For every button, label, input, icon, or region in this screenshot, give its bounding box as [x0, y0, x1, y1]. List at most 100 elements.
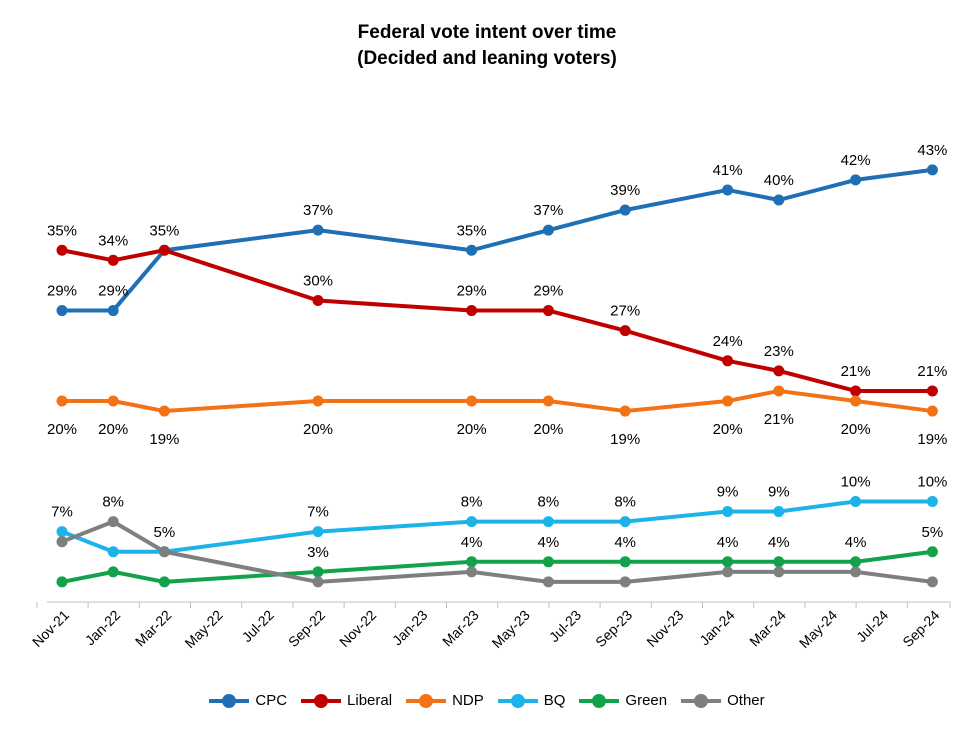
- data-point: [542, 305, 554, 317]
- data-point: [850, 496, 862, 507]
- data-point: [773, 506, 785, 518]
- data-label: 20%: [713, 421, 743, 438]
- series-line: [60, 248, 935, 393]
- series-other: 8%: [56, 494, 938, 588]
- data-label: 9%: [717, 484, 739, 501]
- data-label: 4%: [538, 534, 560, 551]
- legend-label: Liberal: [347, 692, 393, 709]
- legend-item-cpc: CPC: [209, 692, 287, 709]
- legend-marker: [694, 693, 709, 708]
- data-point: [722, 566, 734, 578]
- data-point: [542, 395, 554, 407]
- data-label: 37%: [303, 202, 333, 219]
- data-label: 37%: [533, 202, 563, 219]
- data-point: [56, 536, 68, 548]
- legend-item-other: Other: [681, 692, 765, 709]
- data-point: [619, 325, 631, 337]
- data-point: [158, 576, 170, 588]
- data-label: 4%: [717, 534, 739, 551]
- data-point: [773, 385, 785, 397]
- legend-swatch: [497, 693, 538, 708]
- data-label: 20%: [47, 421, 77, 438]
- data-point: [850, 566, 862, 578]
- legend-marker: [592, 693, 607, 708]
- chart-subtitle: (Decided and leaning voters): [357, 48, 617, 69]
- data-label: 23%: [764, 343, 794, 360]
- series-cpc: 29% 29% 35% 37% 35% 37% 39% 41% 40% 42% 43%: [47, 142, 947, 317]
- data-point: [542, 576, 554, 588]
- data-point: [158, 405, 170, 417]
- data-point: [773, 365, 785, 377]
- data-point: [107, 516, 119, 528]
- data-point: [619, 516, 631, 528]
- data-point: [926, 496, 938, 507]
- data-point: [56, 305, 68, 317]
- data-label: 5%: [154, 524, 176, 541]
- data-point: [312, 576, 324, 588]
- x-tick-label: Jul-23: [546, 607, 584, 645]
- data-point: [850, 395, 862, 407]
- data-label: 27%: [610, 303, 640, 320]
- data-label: 4%: [845, 534, 867, 551]
- x-tick-label: May-24: [796, 607, 840, 651]
- data-label: 10%: [841, 474, 871, 491]
- data-label: 21%: [764, 411, 794, 428]
- x-tick-label: Nov-22: [336, 607, 379, 650]
- data-point: [312, 295, 324, 306]
- data-label: 39%: [610, 182, 640, 199]
- data-point: [926, 546, 938, 558]
- data-point: [619, 576, 631, 588]
- legend-item-liberal: Liberal: [301, 692, 392, 709]
- legend-swatch: [209, 693, 250, 708]
- data-label: 20%: [98, 421, 128, 438]
- data-point: [107, 395, 119, 407]
- data-point: [56, 244, 68, 256]
- legend-marker: [222, 693, 237, 708]
- data-point: [107, 566, 119, 578]
- data-point: [312, 566, 324, 578]
- data-point: [619, 204, 631, 216]
- x-tick-label: Jul-22: [239, 607, 277, 645]
- data-label: 7%: [51, 504, 73, 521]
- data-label: 8%: [538, 494, 560, 511]
- data-label: 29%: [457, 283, 487, 300]
- legend-swatch: [681, 693, 722, 708]
- data-point: [619, 405, 631, 417]
- data-label: 40%: [764, 172, 794, 189]
- data-point: [107, 254, 119, 266]
- data-point: [466, 305, 478, 317]
- data-label: 19%: [917, 431, 947, 448]
- data-label: 35%: [149, 222, 179, 239]
- data-label: 5%: [922, 524, 944, 541]
- data-label: 30%: [303, 273, 333, 290]
- data-point: [722, 556, 734, 568]
- legend-label: BQ: [543, 692, 566, 709]
- data-label: 34%: [98, 232, 128, 249]
- data-point: [773, 566, 785, 578]
- data-point: [722, 395, 734, 407]
- legend-item-bq: BQ: [497, 692, 566, 709]
- legend-marker: [314, 693, 329, 708]
- data-point: [56, 576, 68, 588]
- data-point: [926, 164, 938, 176]
- data-label: 4%: [768, 534, 790, 551]
- data-label: 35%: [457, 222, 487, 239]
- data-point: [56, 526, 68, 538]
- data-label: 20%: [533, 421, 563, 438]
- data-label: 41%: [713, 162, 743, 179]
- data-label: 8%: [102, 494, 124, 511]
- x-tick-label: Sep-22: [285, 607, 328, 650]
- data-label: 20%: [303, 421, 333, 438]
- data-point: [107, 305, 119, 317]
- data-label: 4%: [614, 534, 636, 551]
- data-label: 29%: [98, 283, 128, 300]
- data-point: [466, 556, 478, 568]
- series-liberal: 35% 34% 30% 29% 29% 27% 24% 23% 21% 21%: [47, 222, 947, 397]
- data-point: [542, 516, 554, 528]
- data-label: 43%: [917, 142, 947, 159]
- x-tick-label: May-23: [489, 607, 533, 651]
- legend-item-green: Green: [579, 692, 667, 709]
- data-label: 29%: [533, 283, 563, 300]
- data-label: 3%: [307, 544, 329, 561]
